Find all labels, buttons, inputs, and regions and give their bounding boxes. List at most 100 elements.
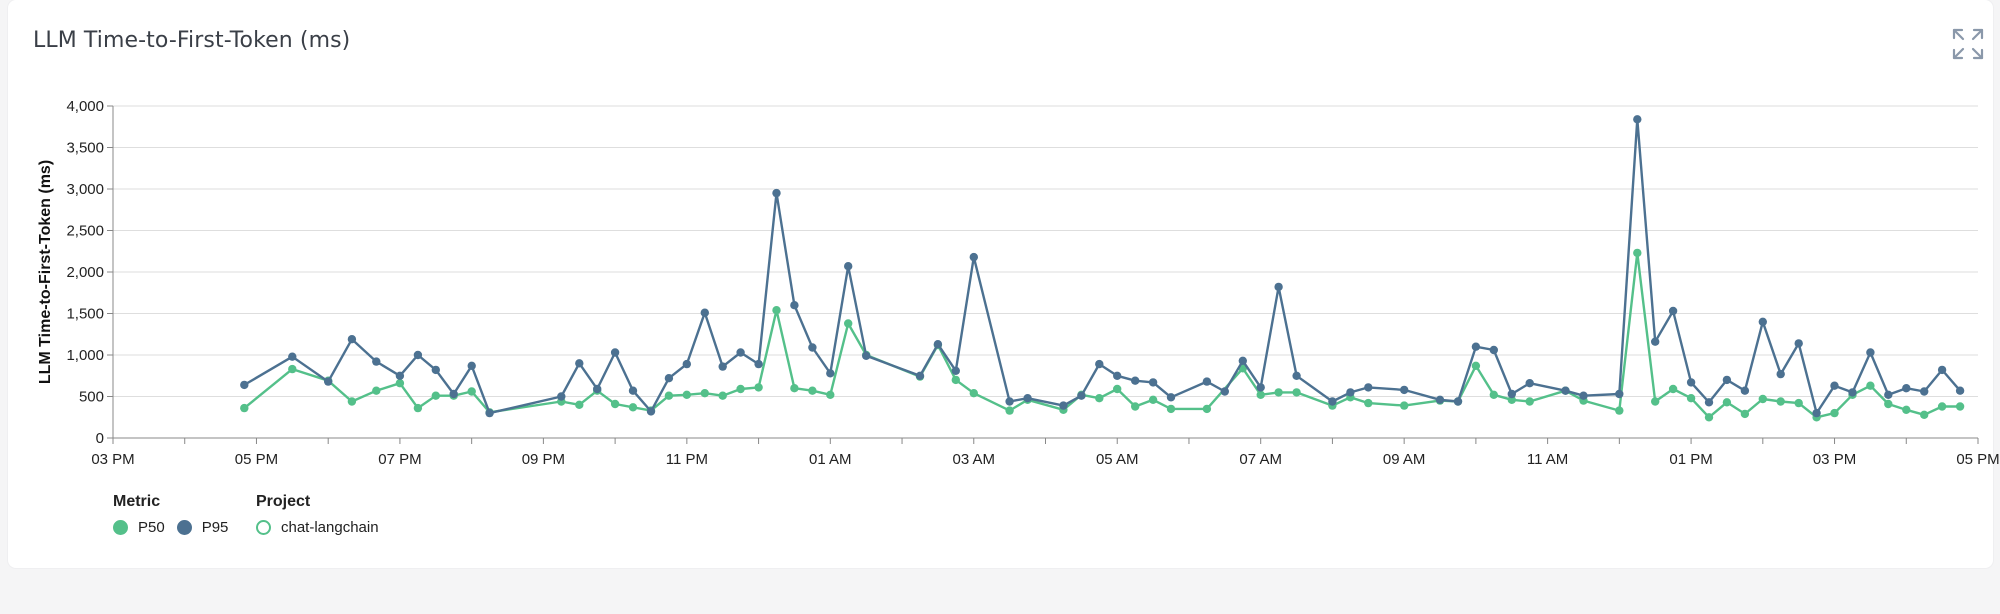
data-point-p50[interactable] xyxy=(1633,248,1642,258)
data-point-p50[interactable] xyxy=(700,389,709,398)
data-point-p95[interactable] xyxy=(1686,378,1696,387)
data-point-p50[interactable] xyxy=(1471,361,1481,370)
data-point-p95[interactable] xyxy=(772,188,781,198)
data-point-p95[interactable] xyxy=(1722,375,1732,385)
data-point-p95[interactable] xyxy=(1615,389,1624,399)
data-point-p95[interactable] xyxy=(1830,381,1839,390)
data-point-p95[interactable] xyxy=(1346,388,1355,397)
data-point-p95[interactable] xyxy=(1113,371,1122,380)
data-point-p95[interactable] xyxy=(1292,371,1301,380)
data-point-p95[interactable] xyxy=(324,377,333,386)
legend-item-p50[interactable]: P50 xyxy=(113,519,165,536)
data-point-p95[interactable] xyxy=(808,343,817,352)
data-point-p50[interactable] xyxy=(1704,413,1714,422)
data-point-p50[interactable] xyxy=(1794,398,1803,408)
data-point-p95[interactable] xyxy=(1095,359,1104,369)
data-point-p95[interactable] xyxy=(915,371,925,380)
data-point-p95[interactable] xyxy=(467,361,476,370)
data-point-p95[interactable] xyxy=(1256,383,1265,392)
data-point-p95[interactable] xyxy=(485,408,494,418)
data-point-p95[interactable] xyxy=(1202,377,1212,386)
data-point-p50[interactable] xyxy=(682,390,691,399)
data-point-p50[interactable] xyxy=(826,390,835,399)
data-point-p50[interactable] xyxy=(1686,394,1696,403)
data-point-p95[interactable] xyxy=(240,380,249,390)
data-point-p95[interactable] xyxy=(1884,390,1893,399)
data-point-p50[interactable] xyxy=(1095,394,1104,403)
data-point-p50[interactable] xyxy=(1131,402,1140,411)
data-point-p50[interactable] xyxy=(969,389,978,398)
data-point-p95[interactable] xyxy=(951,366,960,375)
data-point-p50[interactable] xyxy=(1651,397,1660,406)
data-point-p50[interactable] xyxy=(1830,408,1839,418)
data-point-p50[interactable] xyxy=(610,399,620,409)
data-point-p50[interactable] xyxy=(664,391,674,400)
data-point-p95[interactable] xyxy=(1435,395,1445,404)
data-point-p95[interactable] xyxy=(1955,386,1965,395)
data-point-p95[interactable] xyxy=(1668,306,1678,316)
data-point-p50[interactable] xyxy=(1884,399,1893,409)
data-point-p50[interactable] xyxy=(1955,402,1965,411)
data-point-p95[interactable] xyxy=(1866,348,1875,357)
data-point-p95[interactable] xyxy=(1902,384,1911,393)
data-point-p95[interactable] xyxy=(347,335,357,344)
legend-item-chat-langchain[interactable]: chat-langchain xyxy=(256,519,379,536)
data-point-p95[interactable] xyxy=(1005,397,1014,406)
data-point-p95[interactable] xyxy=(372,357,381,366)
data-point-p95[interactable] xyxy=(1471,342,1481,351)
data-point-p95[interactable] xyxy=(1328,397,1337,406)
data-point-p95[interactable] xyxy=(1059,401,1068,410)
data-point-p95[interactable] xyxy=(1740,386,1750,395)
data-point-p95[interactable] xyxy=(557,392,566,401)
data-point-p95[interactable] xyxy=(1579,391,1588,400)
data-point-p95[interactable] xyxy=(844,262,853,271)
expand-icon[interactable] xyxy=(1948,24,1988,64)
data-point-p95[interactable] xyxy=(1131,376,1140,385)
data-point-p50[interactable] xyxy=(1722,398,1732,407)
data-point-p95[interactable] xyxy=(1794,339,1803,348)
data-point-p95[interactable] xyxy=(1507,389,1517,399)
data-point-p95[interactable] xyxy=(593,384,602,394)
data-point-p95[interactable] xyxy=(1812,408,1821,418)
data-point-p50[interactable] xyxy=(718,391,727,400)
data-point-p50[interactable] xyxy=(808,386,817,395)
data-point-p50[interactable] xyxy=(1902,405,1911,414)
data-point-p95[interactable] xyxy=(395,371,405,380)
data-point-p95[interactable] xyxy=(1704,398,1714,407)
data-point-p50[interactable] xyxy=(1166,404,1176,414)
legend-item-p95[interactable]: P95 xyxy=(176,519,228,536)
data-point-p50[interactable] xyxy=(790,384,799,393)
data-point-p50[interactable] xyxy=(1202,404,1212,414)
data-point-p50[interactable] xyxy=(1776,397,1785,406)
data-point-p95[interactable] xyxy=(969,252,978,262)
data-point-p95[interactable] xyxy=(449,389,458,399)
data-point-p50[interactable] xyxy=(1920,410,1929,419)
data-point-p95[interactable] xyxy=(628,386,638,395)
data-point-p95[interactable] xyxy=(1651,337,1660,346)
data-point-p50[interactable] xyxy=(1866,381,1875,390)
data-point-p95[interactable] xyxy=(1848,388,1857,397)
data-point-p50[interactable] xyxy=(628,403,638,412)
data-point-p95[interactable] xyxy=(1937,365,1947,375)
data-point-p50[interactable] xyxy=(347,397,357,406)
data-point-p50[interactable] xyxy=(754,383,763,392)
data-point-p95[interactable] xyxy=(718,362,727,371)
data-point-p50[interactable] xyxy=(431,391,440,400)
data-point-p95[interactable] xyxy=(413,350,423,360)
data-point-p95[interactable] xyxy=(431,365,440,375)
data-point-p95[interactable] xyxy=(664,374,674,383)
data-point-p95[interactable] xyxy=(862,351,871,360)
data-point-p95[interactable] xyxy=(1238,356,1248,365)
data-point-p95[interactable] xyxy=(1400,385,1409,395)
data-point-p95[interactable] xyxy=(1633,115,1642,124)
data-point-p95[interactable] xyxy=(1453,397,1463,406)
data-point-p95[interactable] xyxy=(1525,379,1534,388)
data-point-p50[interactable] xyxy=(1400,401,1409,410)
data-point-p50[interactable] xyxy=(1507,395,1517,404)
data-point-p50[interactable] xyxy=(736,384,745,394)
data-point-p50[interactable] xyxy=(1274,388,1283,397)
data-point-p95[interactable] xyxy=(1920,387,1929,396)
data-point-p50[interactable] xyxy=(1937,402,1947,411)
data-point-p95[interactable] xyxy=(1776,369,1785,379)
data-point-p95[interactable] xyxy=(1274,282,1283,292)
